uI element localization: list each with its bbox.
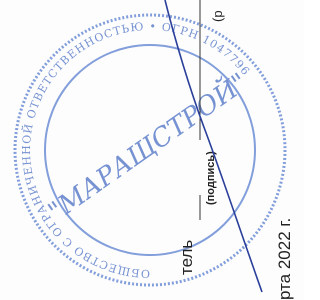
position-label: тель bbox=[177, 240, 196, 275]
document-fragment: ОБЩЕСТВО С ОГРАНИЧЕННОЙ ОТВЕТСТВЕННОСТЬЮ… bbox=[0, 0, 304, 300]
top-hint: (р bbox=[210, 10, 225, 22]
date-label: рта 2022 г. bbox=[275, 218, 294, 300]
page: ОБЩЕСТВО С ОГРАНИЧЕННОЙ ОТВЕТСТВЕННОСТЬЮ… bbox=[0, 0, 320, 300]
